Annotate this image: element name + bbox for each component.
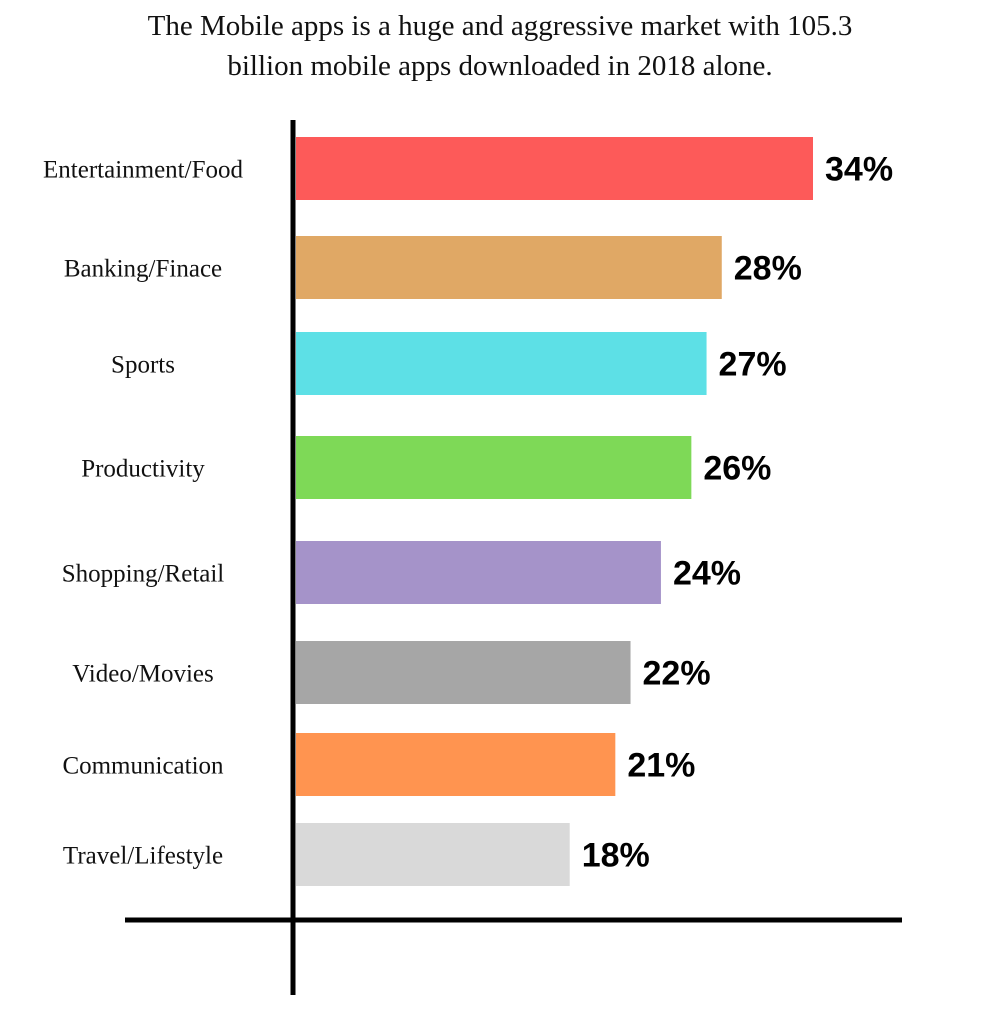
category-label-banking-finace: Banking/Finace	[64, 256, 222, 283]
value-label-entertainment-food: 34%	[825, 151, 893, 189]
value-label-video-movies: 22%	[643, 655, 711, 693]
bar-video-movies	[296, 641, 631, 704]
bar-communication	[296, 733, 616, 796]
category-label-entertainment-food: Entertainment/Food	[43, 157, 243, 184]
bar-shopping-retail	[296, 541, 661, 604]
bar-entertainment-food	[296, 137, 813, 200]
value-label-communication: 21%	[627, 747, 695, 785]
category-label-shopping-retail: Shopping/Retail	[62, 561, 225, 588]
category-label-productivity: Productivity	[81, 456, 205, 483]
chart-title: The Mobile apps is a huge and aggressive…	[50, 6, 950, 86]
value-label-banking-finace: 28%	[734, 250, 802, 288]
category-label-sports: Sports	[111, 352, 175, 379]
category-label-communication: Communication	[62, 753, 224, 780]
chart-title-line-1: The Mobile apps is a huge and aggressive…	[147, 10, 853, 42]
category-label-video-movies: Video/Movies	[72, 661, 214, 688]
value-label-productivity: 26%	[703, 450, 771, 488]
category-label-travel-lifestyle: Travel/Lifestyle	[63, 843, 223, 870]
bar-travel-lifestyle	[296, 823, 570, 886]
value-label-sports: 27%	[719, 346, 787, 384]
chart-title-line-2: billion mobile apps downloaded in 2018 a…	[227, 50, 773, 82]
value-label-travel-lifestyle: 18%	[582, 837, 650, 875]
bar-sports	[296, 332, 707, 395]
bars-group	[296, 137, 813, 886]
value-label-shopping-retail: 24%	[673, 555, 741, 593]
category-labels-group: Entertainment/Food Banking/Finace Sports Pr…	[43, 157, 243, 870]
bar-productivity	[296, 436, 692, 499]
value-labels-group: 34% 28% 27% 26% 24% 22% 21% 18%	[582, 151, 893, 875]
bar-banking-finace	[296, 236, 722, 299]
